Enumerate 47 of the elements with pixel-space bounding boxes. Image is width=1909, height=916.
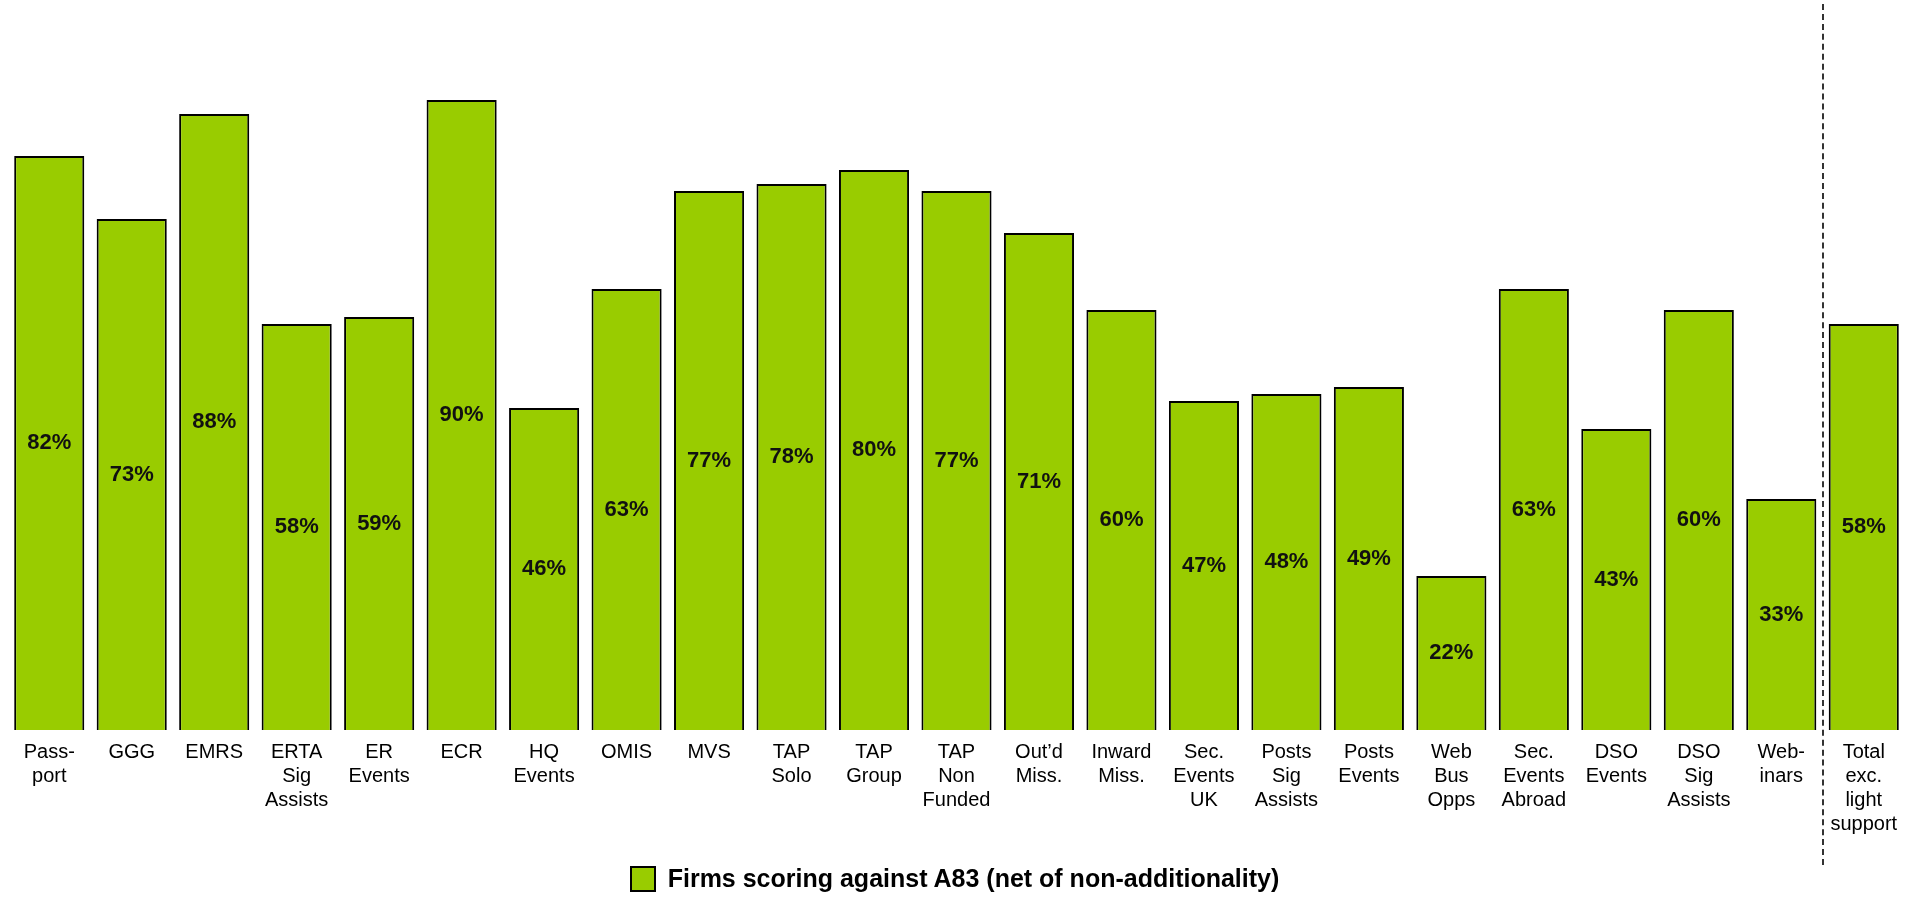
data-label: 22% <box>1429 639 1474 665</box>
x-tick-label: Posts Sig Assists <box>1254 739 1319 810</box>
data-label: 78% <box>769 443 814 469</box>
x-tick-label: DSO Sig Assists <box>1667 739 1731 810</box>
data-label: 63% <box>604 495 649 521</box>
x-tick-label: ERTA Sig Assists <box>265 739 329 810</box>
x-tick-label: TAP Non Funded <box>922 739 991 810</box>
data-label: 59% <box>357 509 402 535</box>
data-label: 43% <box>1594 565 1639 591</box>
data-label: 49% <box>1346 544 1391 570</box>
data-label: 77% <box>687 446 732 472</box>
x-tick-label: ER Events <box>348 739 410 786</box>
x-tick-label: HQ Events <box>513 739 575 786</box>
data-label: 82% <box>27 429 72 455</box>
data-label: 46% <box>522 555 567 581</box>
data-label: 33% <box>1759 600 1804 626</box>
x-tick-label: GGG <box>108 739 156 762</box>
x-tick-label: Inward Miss. <box>1091 739 1152 786</box>
x-tick-label: DSO Events <box>1585 739 1647 786</box>
x-tick-label: Web Bus Opps <box>1427 739 1476 810</box>
x-tick-label: MVS <box>687 739 731 762</box>
data-label: 71% <box>1016 467 1061 493</box>
x-tick-label: TAP Solo <box>771 739 812 786</box>
x-tick-label: EMRS <box>185 739 244 762</box>
data-label: 80% <box>852 436 897 462</box>
x-tick-label: OMIS <box>601 739 653 762</box>
text: Firms scoring against A83 (net of non-additionality) <box>667 864 1280 893</box>
data-label: 90% <box>439 401 484 427</box>
data-label: 60% <box>1099 506 1144 532</box>
x-tick-label: Sec. Events Abroad <box>1501 739 1567 810</box>
data-label: 58% <box>274 513 319 539</box>
data-label: 47% <box>1181 551 1226 577</box>
data-label: 88% <box>192 408 237 434</box>
data-label: 73% <box>109 460 154 486</box>
data-label: 58% <box>1841 513 1886 539</box>
x-tick-label: Total exc. light support <box>1830 739 1898 834</box>
x-tick-label: Sec. Events UK <box>1173 739 1235 810</box>
x-tick-label: Out’d Miss. <box>1015 739 1063 786</box>
x-tick-label: ECR <box>440 739 483 762</box>
x-tick-label: TAP Group <box>846 739 902 786</box>
x-tick-label: Web- inars <box>1757 739 1805 786</box>
x-tick-label: Pass- port <box>23 739 75 786</box>
data-label: 48% <box>1264 548 1309 574</box>
data-label: 63% <box>1511 495 1556 521</box>
data-label: 77% <box>934 446 979 472</box>
data-label: 60% <box>1676 506 1721 532</box>
x-tick-label: Posts Events <box>1338 739 1400 786</box>
